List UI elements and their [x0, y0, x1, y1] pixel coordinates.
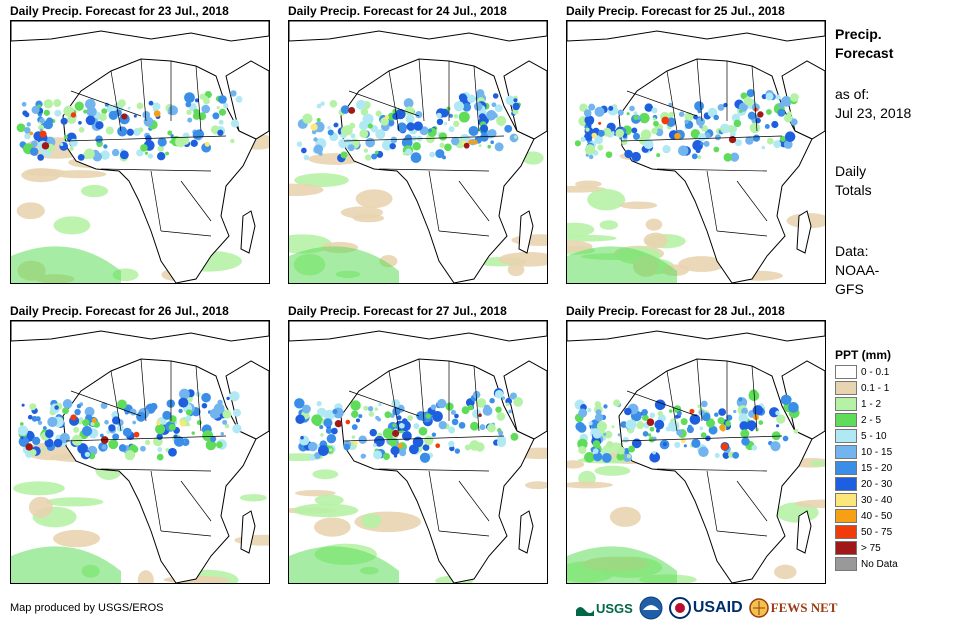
legend-label: 20 - 30	[861, 478, 893, 490]
fewsnet-logo: FEWS NET	[748, 598, 837, 618]
sidebar-asof: as of: Jul 23, 2018	[835, 86, 912, 121]
panel-title: Daily Precip. Forecast for 25 Jul., 2018	[566, 4, 785, 18]
legend-label: 30 - 40	[861, 494, 893, 506]
legend-label: 1 - 2	[861, 398, 882, 410]
legend-item: > 75	[835, 540, 898, 556]
legend-swatch	[835, 445, 857, 459]
forecast-panel-5: Daily Precip. Forecast for 27 Jul., 2018	[288, 304, 550, 584]
usaid-logo: USAID	[668, 597, 743, 619]
madagascar-landmass	[796, 210, 812, 254]
legend-item: 0.1 - 1	[835, 380, 898, 396]
legend-item: No Data	[835, 556, 898, 572]
africa-precip-map	[288, 320, 548, 584]
fewsnet-globe-icon	[748, 598, 769, 618]
legend-swatch	[835, 525, 857, 539]
madagascar-landmass	[796, 510, 812, 554]
legend-item: 2 - 5	[835, 412, 898, 428]
forecast-panel-2: Daily Precip. Forecast for 24 Jul., 2018	[288, 4, 550, 284]
africa-precip-map	[10, 20, 270, 284]
sidebar-title: Precip. Forecast	[835, 26, 894, 61]
precip-map-svg	[567, 21, 825, 283]
legend-swatch	[835, 365, 857, 379]
usaid-seal-icon	[668, 597, 691, 619]
legend-item: 20 - 30	[835, 476, 898, 492]
legend-title: PPT (mm)	[835, 348, 892, 362]
africa-precip-map	[288, 20, 548, 284]
europe-landmass	[567, 21, 825, 42]
legend-swatch	[835, 541, 857, 555]
forecast-panel-4: Daily Precip. Forecast for 26 Jul., 2018	[10, 304, 272, 584]
legend-item: 10 - 15	[835, 444, 898, 460]
legend-item: 15 - 20	[835, 460, 898, 476]
africa-precip-map	[566, 20, 826, 284]
logo-bar: USGS USAID FEWS NET	[576, 595, 837, 621]
legend-swatch	[835, 413, 857, 427]
europe-landmass	[289, 321, 547, 342]
legend: 0 - 0.1 0.1 - 1 1 - 2 2 - 5 5 - 10 10 - 15 15 …	[835, 364, 898, 572]
precip-map-svg	[11, 21, 269, 283]
panel-title: Daily Precip. Forecast for 28 Jul., 2018	[566, 304, 785, 318]
precip-map-svg	[567, 321, 825, 583]
legend-label: 10 - 15	[861, 446, 893, 458]
panel-title: Daily Precip. Forecast for 24 Jul., 2018	[288, 4, 507, 18]
legend-item: 5 - 10	[835, 428, 898, 444]
africa-landmass	[62, 358, 257, 583]
precip-map-svg	[289, 21, 547, 283]
panel-title: Daily Precip. Forecast for 27 Jul., 2018	[288, 304, 507, 318]
legend-label: > 75	[861, 542, 881, 554]
precip-map-svg	[289, 321, 547, 583]
madagascar-landmass	[240, 510, 256, 554]
legend-item: 50 - 75	[835, 524, 898, 540]
legend-swatch	[835, 557, 857, 571]
legend-label: No Data	[861, 558, 898, 570]
legend-item: 0 - 0.1	[835, 364, 898, 380]
legend-swatch	[835, 397, 857, 411]
africa-precip-map	[566, 320, 826, 584]
legend-label: 15 - 20	[861, 462, 893, 474]
europe-landmass	[289, 21, 547, 42]
legend-swatch	[835, 493, 857, 507]
legend-label: 40 - 50	[861, 510, 893, 522]
forecast-panel-3: Daily Precip. Forecast for 25 Jul., 2018	[566, 4, 828, 284]
madagascar-landmass	[518, 510, 534, 554]
sidebar-data-source: Data: NOAA- GFS	[835, 243, 880, 297]
sidebar-totals: Daily Totals	[835, 163, 872, 198]
legend-swatch	[835, 429, 857, 443]
europe-landmass	[11, 321, 269, 342]
legend-swatch	[835, 461, 857, 475]
legend-label: 0 - 0.1	[861, 366, 890, 378]
legend-swatch	[835, 381, 857, 395]
credit-text: Map produced by USGS/EROS	[10, 602, 164, 614]
usgs-wave-icon	[576, 607, 594, 616]
noaa-logo-icon	[639, 596, 663, 620]
europe-landmass	[567, 321, 825, 342]
legend-label: 5 - 10	[861, 430, 887, 442]
forecast-panel-6: Daily Precip. Forecast for 28 Jul., 2018	[566, 304, 828, 584]
legend-label: 2 - 5	[861, 414, 882, 426]
legend-swatch	[835, 477, 857, 491]
forecast-panel-1: Daily Precip. Forecast for 23 Jul., 2018	[10, 4, 272, 284]
precip-map-svg	[11, 321, 269, 583]
panel-title: Daily Precip. Forecast for 23 Jul., 2018	[10, 4, 229, 18]
legend-item: 1 - 2	[835, 396, 898, 412]
legend-swatch	[835, 509, 857, 523]
africa-precip-map	[10, 320, 270, 584]
usgs-logo: USGS	[576, 600, 633, 616]
madagascar-landmass	[518, 210, 534, 254]
africa-landmass	[618, 358, 813, 583]
europe-landmass	[11, 21, 269, 42]
panel-title: Daily Precip. Forecast for 26 Jul., 2018	[10, 304, 229, 318]
legend-label: 0.1 - 1	[861, 382, 890, 394]
legend-item: 30 - 40	[835, 492, 898, 508]
legend-label: 50 - 75	[861, 526, 893, 538]
madagascar-landmass	[240, 210, 256, 254]
legend-item: 40 - 50	[835, 508, 898, 524]
